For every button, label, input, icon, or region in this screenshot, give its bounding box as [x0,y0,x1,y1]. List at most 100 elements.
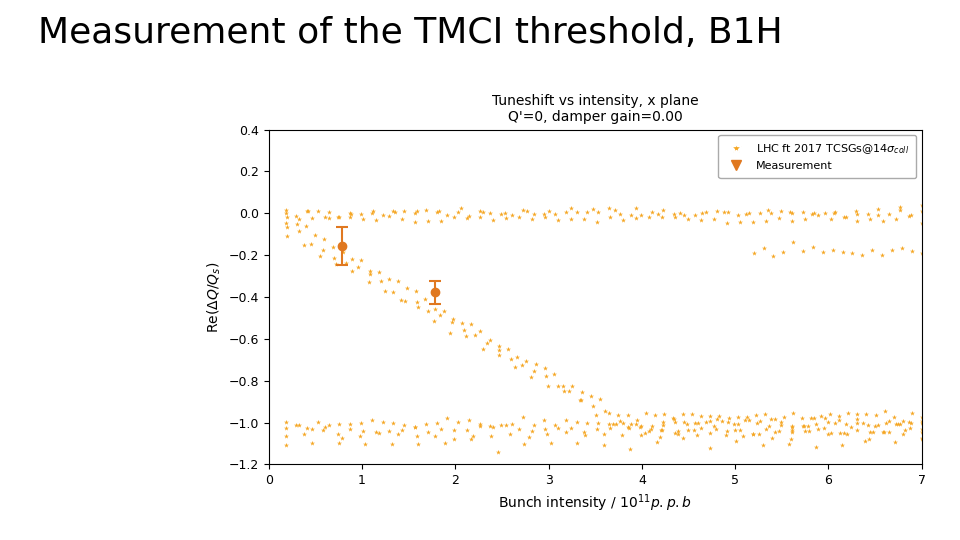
Point [510,353,525,361]
Point [693,411,708,420]
Point [720,417,735,426]
Point [820,417,835,426]
Point [366,207,381,215]
Point [357,440,372,449]
Point [887,437,902,446]
Point [719,219,734,227]
Point [836,428,852,437]
Point [870,205,885,214]
Point [893,205,908,214]
Point [823,429,838,437]
Point [835,248,851,256]
Point [498,421,514,430]
Point [738,416,754,425]
Point [558,416,573,424]
Point [390,429,405,438]
Point [562,387,577,395]
Point [766,252,781,261]
Point [784,423,800,431]
Point [362,269,377,278]
Point [418,420,433,428]
Point [577,430,592,439]
Point [875,427,890,436]
Point [524,426,540,435]
Point [756,244,771,252]
Point [588,411,604,420]
Point [838,419,853,428]
Point [632,423,647,431]
Point [827,209,842,218]
Point [277,206,293,214]
Point [629,420,644,428]
Point [735,432,751,441]
Point [881,210,897,218]
Point [325,243,341,252]
Point [409,432,424,441]
Point [681,214,696,223]
Point [757,410,773,418]
Point [703,417,718,426]
Point [344,210,359,219]
Point [649,438,664,447]
Point [914,428,929,436]
Point [860,421,876,430]
Point [797,427,812,435]
Point [353,210,369,218]
Point [810,425,826,434]
Point [373,277,389,286]
Point [667,428,683,437]
Point [456,326,471,334]
Point [888,215,903,224]
Point [569,417,585,426]
Point [576,215,591,224]
Point [871,421,886,429]
Point [667,417,683,426]
Point [547,421,563,429]
Point [719,430,734,439]
Point [858,436,874,445]
Point [317,235,332,244]
Point [539,372,554,381]
Point [644,424,660,433]
Point [893,419,908,428]
Point [634,211,649,220]
Point [808,420,824,429]
Point [727,426,742,435]
Point [865,428,880,436]
Point [504,420,519,429]
Point [516,206,531,214]
Point [335,247,350,256]
Point [303,240,319,248]
Point [914,413,929,422]
Point [418,206,433,215]
Point [634,431,649,440]
Point [888,420,903,429]
Point [492,351,507,360]
Point [832,429,848,437]
Point [460,426,475,434]
Point [800,422,815,430]
Point [377,286,393,295]
Point [490,447,505,456]
Point [300,206,315,215]
Point [504,211,519,219]
Point [461,211,476,220]
Point [825,246,840,254]
Point [434,217,449,225]
Point [279,232,295,240]
Point [580,418,595,427]
Point [804,210,820,219]
Point [475,345,491,354]
Point [521,433,537,441]
Point [386,207,401,215]
Point [752,429,767,438]
Point [410,206,425,215]
Text: TMCI in LHC and HL-LHC: TMCI in LHC and HL-LHC [399,514,561,527]
Point [644,207,660,216]
Point [395,215,410,224]
Point [483,421,498,430]
Point [684,409,700,418]
Point [550,216,565,225]
Point [540,429,555,438]
Point [279,213,295,221]
